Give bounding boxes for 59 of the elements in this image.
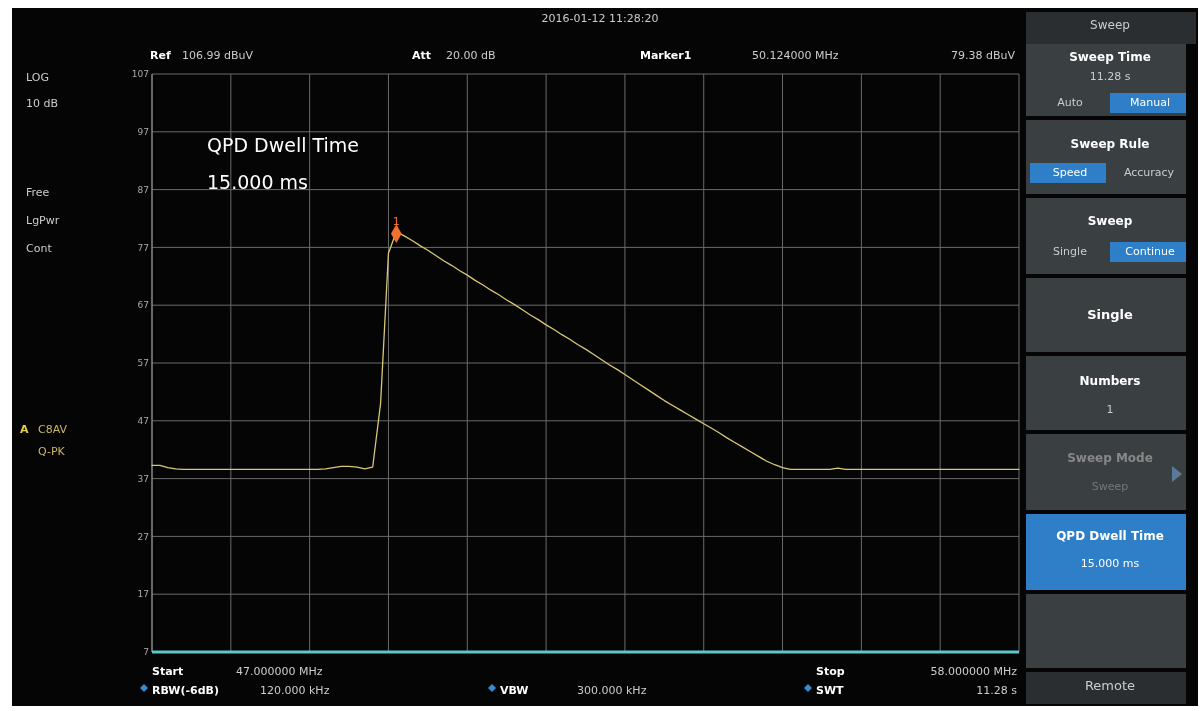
text: RBW(-6dB) — [152, 684, 219, 697]
text: Single — [1087, 307, 1134, 322]
text: 50.124000 MHz — [752, 49, 839, 62]
y-tick-label: 27 — [137, 531, 149, 542]
y-tick-label: 107 — [131, 69, 149, 80]
text: Single — [1053, 245, 1088, 258]
y-tick-label: 17 — [137, 589, 149, 600]
text: 2016-01-12 11:28:20 — [541, 12, 659, 25]
text: 15.000 ms — [1080, 557, 1140, 570]
text: Continue — [1125, 245, 1175, 258]
y-tick-label: 47 — [137, 415, 149, 426]
text: C8AV — [38, 423, 68, 436]
text: Start — [152, 665, 184, 678]
text: Sweep — [1090, 18, 1130, 32]
text: 11.28 s — [1089, 70, 1131, 83]
text: Sweep Mode — [1067, 451, 1153, 465]
text: Speed — [1052, 166, 1088, 179]
text: Cont — [26, 242, 53, 255]
y-tick-label: 87 — [137, 184, 149, 195]
text: Ref — [150, 49, 171, 62]
text: Accuracy — [1123, 166, 1175, 179]
text: 47.000000 MHz — [236, 665, 323, 678]
text: Stop — [816, 665, 845, 678]
text: Remote — [1084, 678, 1136, 693]
y-tick-label: 7 — [143, 647, 149, 658]
text: Free — [26, 186, 50, 199]
y-tick-label: 97 — [137, 126, 149, 137]
text: 10 dB — [26, 97, 59, 110]
text: Sweep — [1091, 480, 1129, 493]
text: Manual — [1130, 96, 1170, 109]
text: SWT — [816, 684, 845, 697]
text: Sweep Rule — [1070, 137, 1150, 151]
text: 20.00 dB — [446, 49, 496, 62]
y-tick-label: 67 — [137, 300, 149, 311]
y-tick-label: 77 — [137, 242, 149, 253]
text: A — [20, 423, 29, 436]
annotation: QPD Dwell Time — [207, 134, 360, 156]
text: 58.000000 MHz — [930, 665, 1018, 678]
text: Marker1 — [640, 49, 692, 62]
text: LgPwr — [26, 214, 60, 227]
text: 106.99 dBuV — [182, 49, 254, 62]
text: 11.28 s — [976, 684, 1018, 697]
text: QPD Dwell Time — [1056, 529, 1164, 543]
text: Att — [412, 49, 432, 62]
text: 300.000 kHz — [577, 684, 647, 697]
text: Sweep Time — [1069, 50, 1151, 64]
text: Q-PK — [38, 445, 66, 458]
annotation: 15.000 ms — [207, 171, 308, 193]
text: 1 — [1106, 403, 1114, 416]
series-label: 1 — [392, 214, 400, 228]
y-tick-label: 57 — [137, 358, 149, 369]
text: Numbers — [1079, 374, 1141, 388]
text: Auto — [1057, 96, 1084, 109]
text: VBW — [500, 684, 529, 697]
text: 120.000 kHz — [260, 684, 330, 697]
y-tick-label: 37 — [137, 473, 149, 484]
text: LOG — [26, 71, 49, 84]
text: 79.38 dBuV — [950, 49, 1016, 62]
text: Sweep — [1087, 214, 1133, 228]
